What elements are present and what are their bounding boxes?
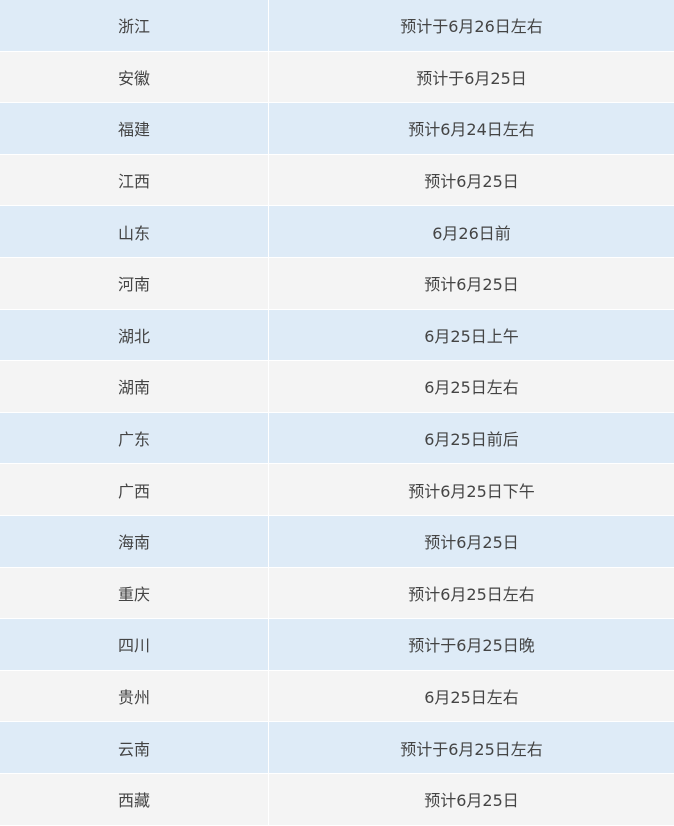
release-time-cell: 预计6月25日 xyxy=(269,773,674,825)
release-time-cell: 6月25日左右 xyxy=(269,670,674,722)
release-time-cell: 预计于6月26日左右 xyxy=(269,0,674,51)
table-row: 重庆 预计6月25日左右 xyxy=(0,567,674,619)
table-row: 广西 预计6月25日下午 xyxy=(0,464,674,515)
table-row: 云南 预计于6月25日左右 xyxy=(0,722,674,773)
table-row: 西藏 预计6月25日 xyxy=(0,773,674,825)
table-row: 安徽 预计于6月25日 xyxy=(0,51,674,103)
release-time-cell: 6月25日左右 xyxy=(269,361,674,412)
province-cell: 云南 xyxy=(0,722,268,773)
province-cell: 山东 xyxy=(0,206,268,257)
release-time-cell: 预计6月25日 xyxy=(269,515,674,567)
release-time-cell: 预计于6月25日 xyxy=(269,51,674,103)
release-time-cell: 预计于6月25日左右 xyxy=(269,722,674,773)
table-row: 广东 6月25日前后 xyxy=(0,412,674,464)
table-row: 江西 预计6月25日 xyxy=(0,154,674,206)
table-row: 浙江 预计于6月26日左右 xyxy=(0,0,674,51)
release-time-cell: 预计6月25日 xyxy=(269,257,674,309)
table-row: 贵州 6月25日左右 xyxy=(0,670,674,722)
province-cell: 贵州 xyxy=(0,670,268,722)
release-time-cell: 预计于6月25日晚 xyxy=(269,619,674,670)
province-cell: 河南 xyxy=(0,257,268,309)
province-cell: 湖南 xyxy=(0,361,268,412)
release-time-cell: 预计6月25日 xyxy=(269,154,674,206)
release-time-cell: 6月25日前后 xyxy=(269,412,674,464)
province-cell: 重庆 xyxy=(0,567,268,619)
province-cell: 安徽 xyxy=(0,51,268,103)
province-cell: 西藏 xyxy=(0,773,268,825)
province-cell: 福建 xyxy=(0,103,268,154)
province-cell: 湖北 xyxy=(0,309,268,361)
province-cell: 浙江 xyxy=(0,0,268,51)
table-row: 湖北 6月25日上午 xyxy=(0,309,674,361)
release-time-cell: 预计6月25日左右 xyxy=(269,567,674,619)
province-cell: 广东 xyxy=(0,412,268,464)
table-row: 四川 预计于6月25日晚 xyxy=(0,619,674,670)
province-cell: 江西 xyxy=(0,154,268,206)
province-cell: 海南 xyxy=(0,515,268,567)
province-cell: 广西 xyxy=(0,464,268,515)
table-row: 河南 预计6月25日 xyxy=(0,257,674,309)
table-row: 湖南 6月25日左右 xyxy=(0,361,674,412)
release-time-cell: 预计6月25日下午 xyxy=(269,464,674,515)
province-cell: 四川 xyxy=(0,619,268,670)
release-time-cell: 预计6月24日左右 xyxy=(269,103,674,154)
table-row: 山东 6月26日前 xyxy=(0,206,674,257)
release-time-cell: 6月25日上午 xyxy=(269,309,674,361)
table-row: 福建 预计6月24日左右 xyxy=(0,103,674,154)
release-time-cell: 6月26日前 xyxy=(269,206,674,257)
table-row: 海南 预计6月25日 xyxy=(0,515,674,567)
